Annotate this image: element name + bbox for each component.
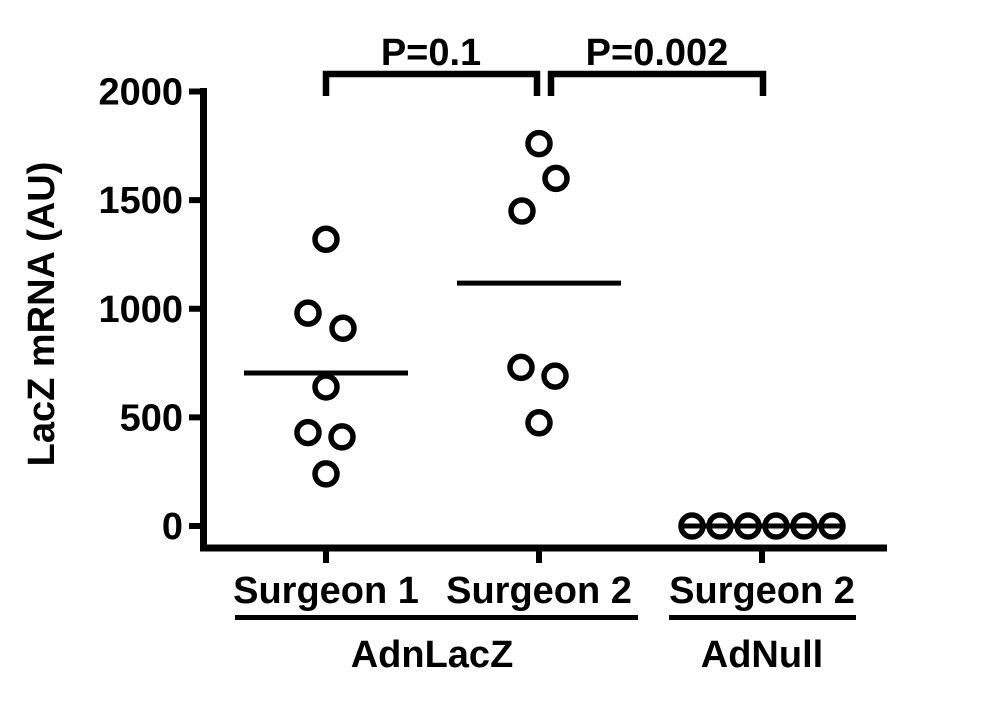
group-label-surgeon2-adnull: Surgeon 2 [669,570,855,612]
y-axis-title: LacZ mRNA (AU) [21,162,63,467]
data-point-circle [508,197,536,225]
significance-bracket [547,70,767,96]
significance-bracket [322,70,541,96]
data-point-circle [507,353,535,382]
data-point-circle [312,460,340,488]
y-tick-label: 2000 [98,72,183,114]
data-point-circle [329,314,357,343]
data-point-circle [312,373,340,401]
group-label-surgeon2-adnlacz: Surgeon 2 [446,570,632,612]
significance-label-1: P=0.1 [381,32,481,74]
axes-layer: 2000 1500 1000 500 0 [98,72,887,563]
y-tick-label: 1000 [98,289,183,331]
group-label-surgeon1: Surgeon 1 [233,570,419,612]
mean-lines-layer [244,280,844,529]
significance-label-2: P=0.002 [586,32,729,74]
data-point-circle [542,164,570,193]
data-point-circle [525,409,553,437]
condition-label-adnull: AdNull [701,634,823,676]
y-tick-label: 0 [162,506,183,548]
data-point-circle [312,225,340,253]
condition-label-adnlacz: AdnLacZ [351,634,514,676]
y-tick-label: 1500 [98,180,183,222]
data-point-circle [525,129,553,158]
y-tick-label: 500 [120,397,183,439]
data-point-circle [328,423,356,451]
data-point-circle [294,299,322,327]
data-points-layer [294,129,846,540]
data-point-circle [541,362,569,390]
significance-brackets-layer [322,70,767,96]
data-point-circle [294,418,322,447]
